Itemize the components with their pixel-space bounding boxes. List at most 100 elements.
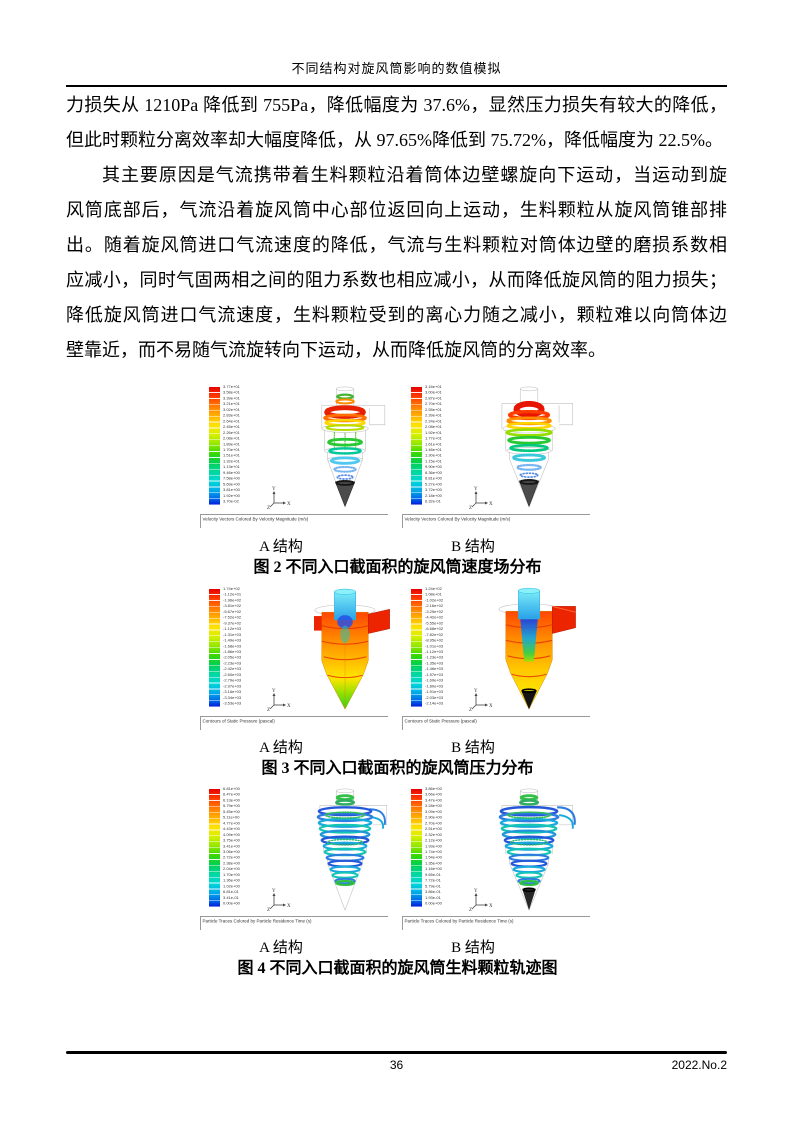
fig2-caption: 图 2 不同入口截面积的旋风筒速度场分布 [253, 559, 542, 576]
colorbar-value: 1.15e+01 [425, 458, 442, 464]
colorbar-value: 2.08e+01 [223, 436, 240, 441]
panel-caption-bar: Contours of Static Pressure (pascal) [200, 716, 388, 730]
colorbar-value: -1.02e+02 [425, 597, 444, 603]
colorbar-value: 1.36e+00 [223, 878, 240, 883]
colorbar-labels: 6.81e+00 6.47e+00 6.13e+00 5.79e+00 5.45e+00… [223, 786, 263, 907]
colorbar-value: 1.74e+02 [223, 586, 240, 592]
colorbar-value: -1.12e+03 [223, 626, 242, 632]
cyclone-particle-traces-b [498, 788, 576, 911]
colorbar-value: 2.55e+01 [425, 407, 442, 412]
colorbar-value: 2.64e+01 [223, 418, 240, 424]
colorbar-value: 1.08e+01 [425, 592, 442, 597]
axis-y-label: Y [474, 689, 478, 694]
fig3-label-a: A 结构 [259, 740, 303, 756]
colorbar-value: -5.67e+02 [223, 609, 242, 614]
colorbar-value: 2.24e+01 [425, 418, 442, 424]
colorbar-value: 2.72e+00 [223, 855, 240, 860]
panel-caption: Particle Traces Colored by Particle Resi… [404, 918, 514, 924]
text-line: 出。随着旋风筒进口气流速度的降低，气流与生料颗粒对筒体边壁的磨损系数相 [66, 235, 727, 255]
running-head-title: 不同结构对旋风筒影响的数值模拟 [291, 61, 502, 76]
colorbar-value: 0.00e+00 [425, 901, 442, 906]
colorbar-value: -1.01e+03 [425, 643, 444, 649]
colorbar-value: 1.54e+00 [425, 855, 442, 860]
colorbar-value: 3.28e+00 [425, 803, 442, 809]
text-line: 降低旋风筒进口气流速度，生料颗粒受到的离心力随之减小，颗粒难以向筒体边 [66, 305, 727, 325]
colorbar [411, 789, 422, 907]
colorbar-value: -1.46e+03 [425, 666, 444, 672]
colorbar-value: 2.70e+00 [425, 820, 442, 826]
colorbar-value: 1.61e+01 [425, 441, 442, 447]
colorbar-value: 2.45e+01 [223, 424, 240, 430]
issue-label: 2022.No.2 [671, 1058, 727, 1072]
colorbar-value: -1.91e+03 [425, 689, 444, 695]
fig3-panel-b: 1.24e+02 1.08e+01 -1.02e+02 -2.16e+02 -3.29e… [402, 585, 595, 731]
colorbar-value: -6.68e+02 [425, 626, 444, 632]
colorbar-value: -7.82e+02 [425, 632, 444, 637]
colorbar-value: 9.46e+00 [223, 470, 240, 475]
colorbar-value: 2.32e+00 [425, 832, 442, 837]
colorbar-value: 7.58e+00 [223, 476, 240, 481]
colorbar-value: 2.39e+01 [425, 413, 442, 418]
colorbar-value: -2.23e+03 [223, 660, 242, 666]
axis-triad: Y X Z [267, 689, 291, 712]
cyclone-particle-traces-a [316, 788, 388, 911]
colorbar-value: 3.06e+00 [223, 849, 240, 854]
colorbar-value: -3.34e+03 [223, 695, 242, 700]
axis-triad: Y X Z [469, 689, 493, 712]
colorbar-value: 6.13e+00 [223, 797, 240, 803]
colorbar-value: -1.68e+03 [223, 643, 242, 649]
colorbar-value: 1.92e+01 [425, 430, 442, 435]
fig2-label-b: B 结构 [451, 539, 495, 555]
axis-triad: Y X Z [469, 889, 493, 912]
colorbar [209, 789, 220, 907]
colorbar-value: -1.69e+03 [425, 678, 444, 683]
colorbar-value: 3.72e+00 [425, 487, 442, 493]
text-line: 壁靠近，而不易随气流旋转向下运动，从而降低旋风筒的分离效率。 [66, 340, 606, 360]
colorbar-value: 6.81e+00 [425, 476, 442, 481]
colorbar-value: -1.31e+03 [223, 632, 242, 637]
colorbar-value: -2.05e+03 [223, 655, 242, 660]
colorbar-value: 1.30e+01 [425, 453, 442, 458]
colorbar-value: 3.58e+01 [223, 390, 240, 395]
colorbar-value: 5.69e+00 [223, 481, 240, 487]
axis-z-label: Z [469, 506, 472, 510]
colorbar-value: -1.35e+03 [425, 660, 444, 666]
colorbar-value: 0.00e+00 [223, 901, 240, 906]
colorbar-value: 2.87e+01 [425, 395, 442, 401]
colorbar-labels: 1.74e+02 -1.12e+01 -1.96e+02 -3.81e+02 -5.67… [223, 586, 263, 707]
fig3-panel-a: 1.74e+02 -1.12e+01 -1.96e+02 -3.81e+02 -5.67… [200, 585, 393, 731]
colorbar-labels: 3.16e+01 3.00e+01 2.87e+01 2.70e+01 2.55e+01… [425, 384, 465, 505]
colorbar-value: -8.95e+02 [425, 638, 444, 643]
colorbar-value: 3.66e+00 [425, 792, 442, 797]
colorbar-value: 6.47e+00 [223, 792, 240, 797]
colorbar-value: 3.21e+01 [223, 401, 240, 407]
axis-triad: Y X Z [469, 487, 493, 510]
colorbar-value: -2.14e+03 [425, 701, 444, 706]
axis-z-label: Z [267, 506, 270, 510]
axis-y-label: Y [474, 889, 478, 894]
colorbar-value: -4.42e+02 [425, 615, 444, 620]
colorbar-value: 1.32e+01 [223, 458, 240, 464]
colorbar-value: -7.52e+02 [223, 615, 242, 620]
panel-caption-bar: Velocity Vectors Colored By Velocity Mag… [200, 514, 388, 528]
panel-caption: Particle Traces Colored by Particle Resi… [202, 918, 312, 924]
axis-z-label: Z [267, 908, 270, 912]
colorbar-value: 3.16e+01 [425, 384, 442, 390]
colorbar-value: -1.12e+03 [425, 649, 444, 654]
footer-rule [66, 1051, 727, 1054]
axis-y-label: Y [474, 487, 478, 492]
colorbar-value: 1.92e+00 [223, 493, 240, 498]
fig4-label-a: A 结构 [259, 940, 303, 956]
colorbar-value: 3.39e+01 [223, 395, 240, 401]
fig4-panel-b: 3.86e+00 3.66e+00 3.47e+00 3.28e+00 3.09e+00… [402, 785, 595, 931]
colorbar-value: 3.77e+01 [223, 384, 240, 390]
colorbar-value: 3.00e+01 [425, 390, 442, 395]
colorbar [209, 387, 220, 505]
cyclone-pressure-contours-b [498, 587, 576, 710]
colorbar-value: 9.65e-01 [425, 872, 441, 877]
axis-triad: Y X Z [267, 889, 291, 912]
fig2-panel-b: 3.16e+01 3.00e+01 2.87e+01 2.70e+01 2.55e+01… [402, 383, 595, 529]
colorbar-value: 2.38e+00 [223, 860, 240, 866]
colorbar-value: -2.60e+03 [223, 672, 242, 677]
colorbar-value: -9.37e+02 [223, 620, 242, 626]
